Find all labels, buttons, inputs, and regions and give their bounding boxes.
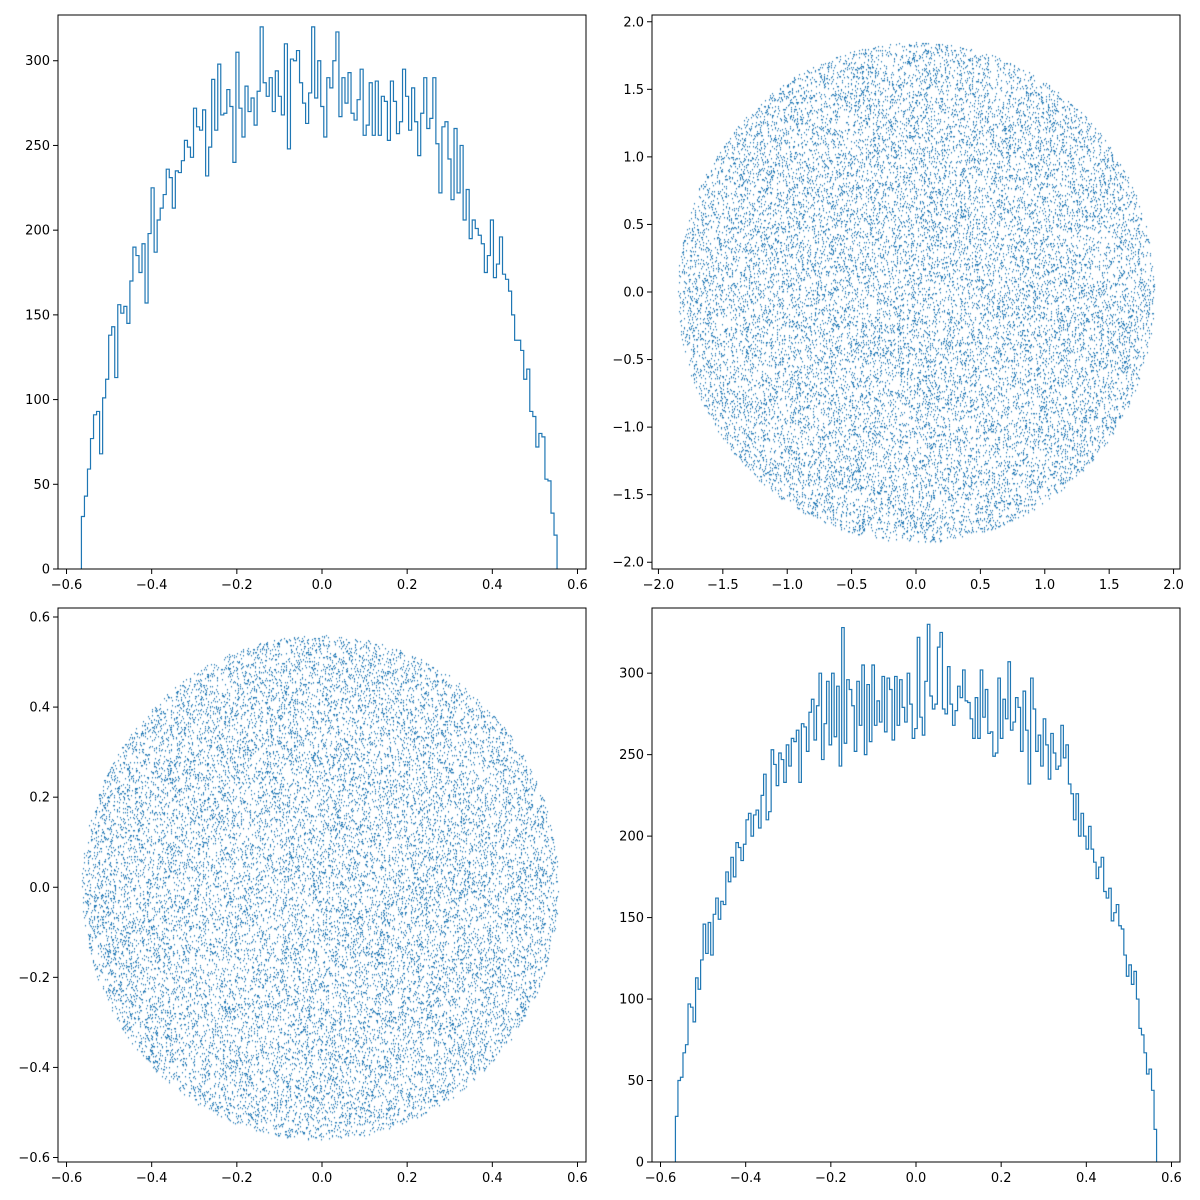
y-tick-label: 0.0: [623, 286, 644, 301]
y-tick-label: 1.0: [623, 150, 644, 165]
y-tick-label: 150: [619, 911, 644, 926]
y-tick-label: 50: [627, 1074, 644, 1089]
y-tick-label: 300: [25, 54, 50, 69]
x-tick-label: 0.2: [397, 1171, 418, 1186]
y-tick-label: −0.4: [18, 1061, 50, 1076]
x-tick-label: −1.0: [771, 578, 803, 593]
x-tick-label: 0.2: [991, 1171, 1012, 1186]
x-tick-label: 0.0: [906, 578, 927, 593]
x-tick-label: 0.4: [482, 578, 503, 593]
y-tick-label: 300: [619, 667, 644, 682]
x-tick-label: 0.4: [1076, 1171, 1097, 1186]
x-tick-label: 0.6: [1161, 1171, 1182, 1186]
y-tick-label: 150: [25, 308, 50, 323]
y-tick-label: −0.2: [18, 971, 50, 986]
x-tick-label: 0.0: [906, 1171, 927, 1186]
scatter-points: [652, 15, 1180, 569]
y-tick-label: −1.0: [612, 421, 644, 436]
plot-area: [652, 15, 1180, 569]
y-tick-label: 200: [25, 224, 50, 239]
x-tick-label: −0.2: [815, 1171, 847, 1186]
panel-top-right: −2.0 −1.5 −1.0 −0.5 0.0 0.5 1.0 1.5 2.0 −2.0 −1.5 −…: [612, 14, 1184, 593]
y-tick-label: −0.6: [18, 1151, 50, 1166]
x-tick-label: 1.5: [1099, 578, 1120, 593]
y-tick-label: 50: [33, 478, 50, 493]
x-tick-label: 0.2: [397, 578, 418, 593]
scatter-points: [58, 608, 586, 1162]
x-tick-label: 0.6: [567, 1171, 588, 1186]
x-tick-label: −0.2: [221, 1171, 253, 1186]
y-tick-label: −0.5: [612, 353, 644, 368]
y-tick-label: 200: [619, 830, 644, 845]
y-tick-label: 1.5: [623, 83, 644, 98]
x-tick-label: −0.2: [221, 578, 253, 593]
plot-area: [80, 26, 558, 569]
x-tick-label: −1.5: [707, 578, 739, 593]
x-tick-label: 0.5: [970, 578, 991, 593]
x-tick-label: 2.0: [1163, 578, 1184, 593]
y-tick-label: 2.0: [623, 15, 644, 30]
panel-bottom-right: −0.6 −0.4 −0.2 0.0 0.2 0.4 0.6 0 50 100 150 200 250 3…: [619, 607, 1182, 1186]
histogram-step-line: [80, 26, 558, 569]
y-tick-label: 0.6: [29, 611, 50, 626]
panel-top-left: −0.6 −0.4 −0.2 0.0 0.2 0.4 0.6 0 50 100 150 200 250 3…: [25, 14, 588, 593]
panel-bottom-left: −0.6 −0.4 −0.2 0.0 0.2 0.4 0.6 −0.6 −0.4 −0.2 0.0 0…: [18, 607, 588, 1186]
x-tick-label: 0.0: [312, 578, 333, 593]
x-tick-label: 0.6: [567, 578, 588, 593]
y-tick-label: −2.0: [612, 556, 644, 571]
y-tick-label: 0.0: [29, 881, 50, 896]
x-tick-label: −0.4: [730, 1171, 762, 1186]
x-tick-label: −0.6: [645, 1171, 677, 1186]
y-tick-label: 250: [25, 139, 50, 154]
y-tick-label: 0.5: [623, 218, 644, 233]
y-tick-label: −1.5: [612, 488, 644, 503]
y-tick-label: 100: [25, 393, 50, 408]
x-tick-label: −0.4: [136, 578, 168, 593]
x-tick-label: −0.5: [836, 578, 868, 593]
y-tick-label: 0: [636, 1156, 644, 1171]
x-tick-label: −0.6: [51, 578, 83, 593]
plot-area: [674, 623, 1158, 1162]
y-tick-label: 0.4: [29, 701, 50, 716]
x-tick-label: −2.0: [643, 578, 675, 593]
y-tick-label: 0.2: [29, 791, 50, 806]
y-tick-label: 250: [619, 748, 644, 763]
x-tick-label: 1.0: [1034, 578, 1055, 593]
x-tick-label: −0.4: [136, 1171, 168, 1186]
x-tick-label: 0.0: [312, 1171, 333, 1186]
x-tick-label: 0.4: [482, 1171, 503, 1186]
histogram-step-line: [674, 623, 1158, 1162]
y-tick-label: 0: [42, 563, 50, 578]
x-tick-label: −0.6: [51, 1171, 83, 1186]
plot-area: [58, 608, 586, 1162]
y-tick-label: 100: [619, 993, 644, 1008]
